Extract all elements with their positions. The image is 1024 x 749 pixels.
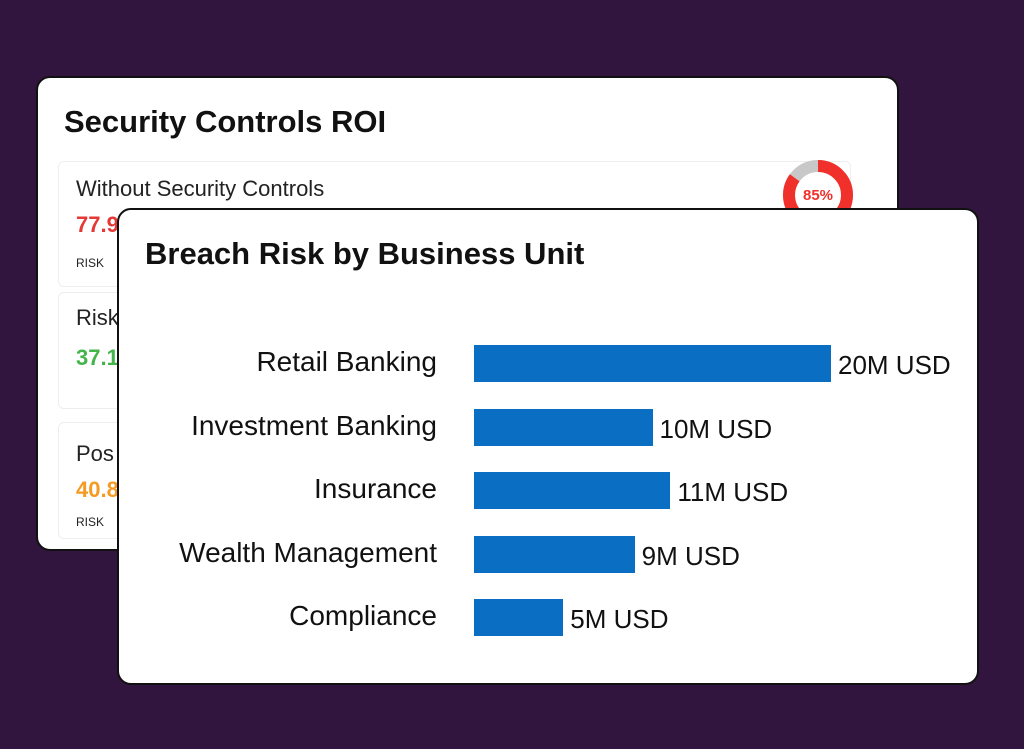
category-label: Retail Banking xyxy=(256,346,437,377)
value-label: 10M USD xyxy=(659,413,773,444)
panel-sub: RISK xyxy=(76,256,105,270)
breach-risk-chart-card: Breach Risk by Business Unit Retail Bank… xyxy=(117,208,979,685)
category-label: Investment Banking xyxy=(191,409,437,441)
panel-label: Pos xyxy=(76,441,114,466)
panel-value: 77.9 xyxy=(76,212,119,237)
bar-compliance xyxy=(474,599,564,636)
panel-value: 40.8 xyxy=(76,477,119,502)
value-label: 5M USD xyxy=(570,604,669,634)
chart-title: Breach Risk by Business Unit xyxy=(145,236,585,271)
panel-sub: RISK xyxy=(76,515,105,529)
bar-wealth-management xyxy=(474,535,635,573)
category-label: Wealth Management xyxy=(179,536,437,568)
category-label: Compliance xyxy=(289,600,437,631)
panel-label: Risk xyxy=(76,305,119,330)
value-label: 20M USD xyxy=(838,350,951,380)
bar-retail-banking xyxy=(474,345,831,382)
value-label: 11M USD xyxy=(677,477,789,507)
value-label: 9M USD xyxy=(641,540,740,571)
gauge-text: 85% xyxy=(803,187,833,204)
bar-insurance xyxy=(474,472,671,509)
category-label: Insurance xyxy=(314,473,437,504)
bar-investment-banking xyxy=(474,408,653,446)
roi-card-title: Security Controls ROI xyxy=(64,104,387,139)
panel-label: Without Security Controls xyxy=(76,176,325,201)
panel-value: 37.1 xyxy=(76,345,119,370)
